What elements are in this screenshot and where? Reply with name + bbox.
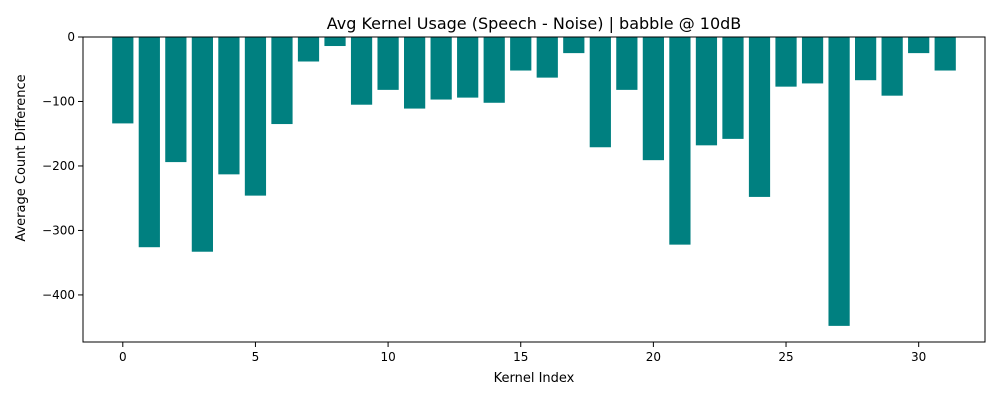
bar-kernel-1	[138, 37, 160, 248]
bar-kernel-23	[722, 37, 744, 139]
bar-kernel-6	[271, 37, 293, 125]
bar-kernel-26	[801, 37, 824, 84]
bar-kernel-24	[748, 37, 771, 197]
y-tick-label: −300	[42, 223, 75, 237]
bar-kernel-29	[881, 37, 903, 96]
bar-kernel-25	[775, 37, 797, 87]
y-tick-label: −400	[42, 288, 75, 302]
bar-kernel-13	[457, 37, 479, 98]
bars-group	[112, 37, 956, 326]
bar-kernel-0	[112, 37, 134, 124]
y-tick-label: 0	[67, 30, 75, 44]
bar-kernel-31	[934, 37, 956, 71]
bar-kernel-15	[510, 37, 532, 71]
bar-kernel-4	[218, 37, 240, 175]
bar-kernel-27	[828, 37, 850, 326]
bar-kernel-3	[191, 37, 213, 252]
bar-kernel-7	[297, 37, 320, 62]
bar-kernel-9	[350, 37, 373, 105]
bar-kernel-10	[377, 37, 399, 90]
x-axis-ticks: 0 5 10 15 20 25 30	[119, 342, 926, 364]
x-axis-label: Kernel Index	[494, 371, 575, 386]
bar-kernel-30	[908, 37, 930, 54]
plot-frame	[82, 36, 986, 343]
bar-kernel-28	[855, 37, 877, 81]
x-tick-label: 10	[380, 350, 395, 364]
bar-kernel-2	[165, 37, 187, 163]
bar-kernel-11	[404, 37, 426, 109]
bar-kernel-8	[324, 37, 346, 47]
x-tick-label: 30	[911, 350, 926, 364]
bar-kernel-20	[642, 37, 664, 161]
x-tick-label: 20	[646, 350, 661, 364]
bar-kernel-18	[589, 37, 611, 148]
bar-kernel-19	[616, 37, 638, 90]
bar-kernel-21	[669, 37, 691, 245]
x-tick-label: 25	[778, 350, 793, 364]
x-tick-label: 15	[513, 350, 528, 364]
bar-kernel-16	[536, 37, 558, 78]
bar-kernel-5	[244, 37, 267, 196]
y-tick-label: −100	[42, 94, 75, 108]
bar-kernel-22	[695, 37, 718, 146]
y-axis-ticks: 0 −100 −200 −300 −400	[42, 30, 83, 302]
y-axis-label: Average Count Difference	[14, 74, 29, 241]
bar-kernel-17	[563, 37, 585, 54]
y-tick-label: −200	[42, 159, 75, 173]
bar-kernel-14	[483, 37, 505, 103]
bar-kernel-12	[430, 37, 452, 100]
chart-title: Avg Kernel Usage (Speech - Noise) | babb…	[327, 14, 742, 33]
x-tick-label: 5	[252, 350, 260, 364]
x-tick-label: 0	[119, 350, 127, 364]
